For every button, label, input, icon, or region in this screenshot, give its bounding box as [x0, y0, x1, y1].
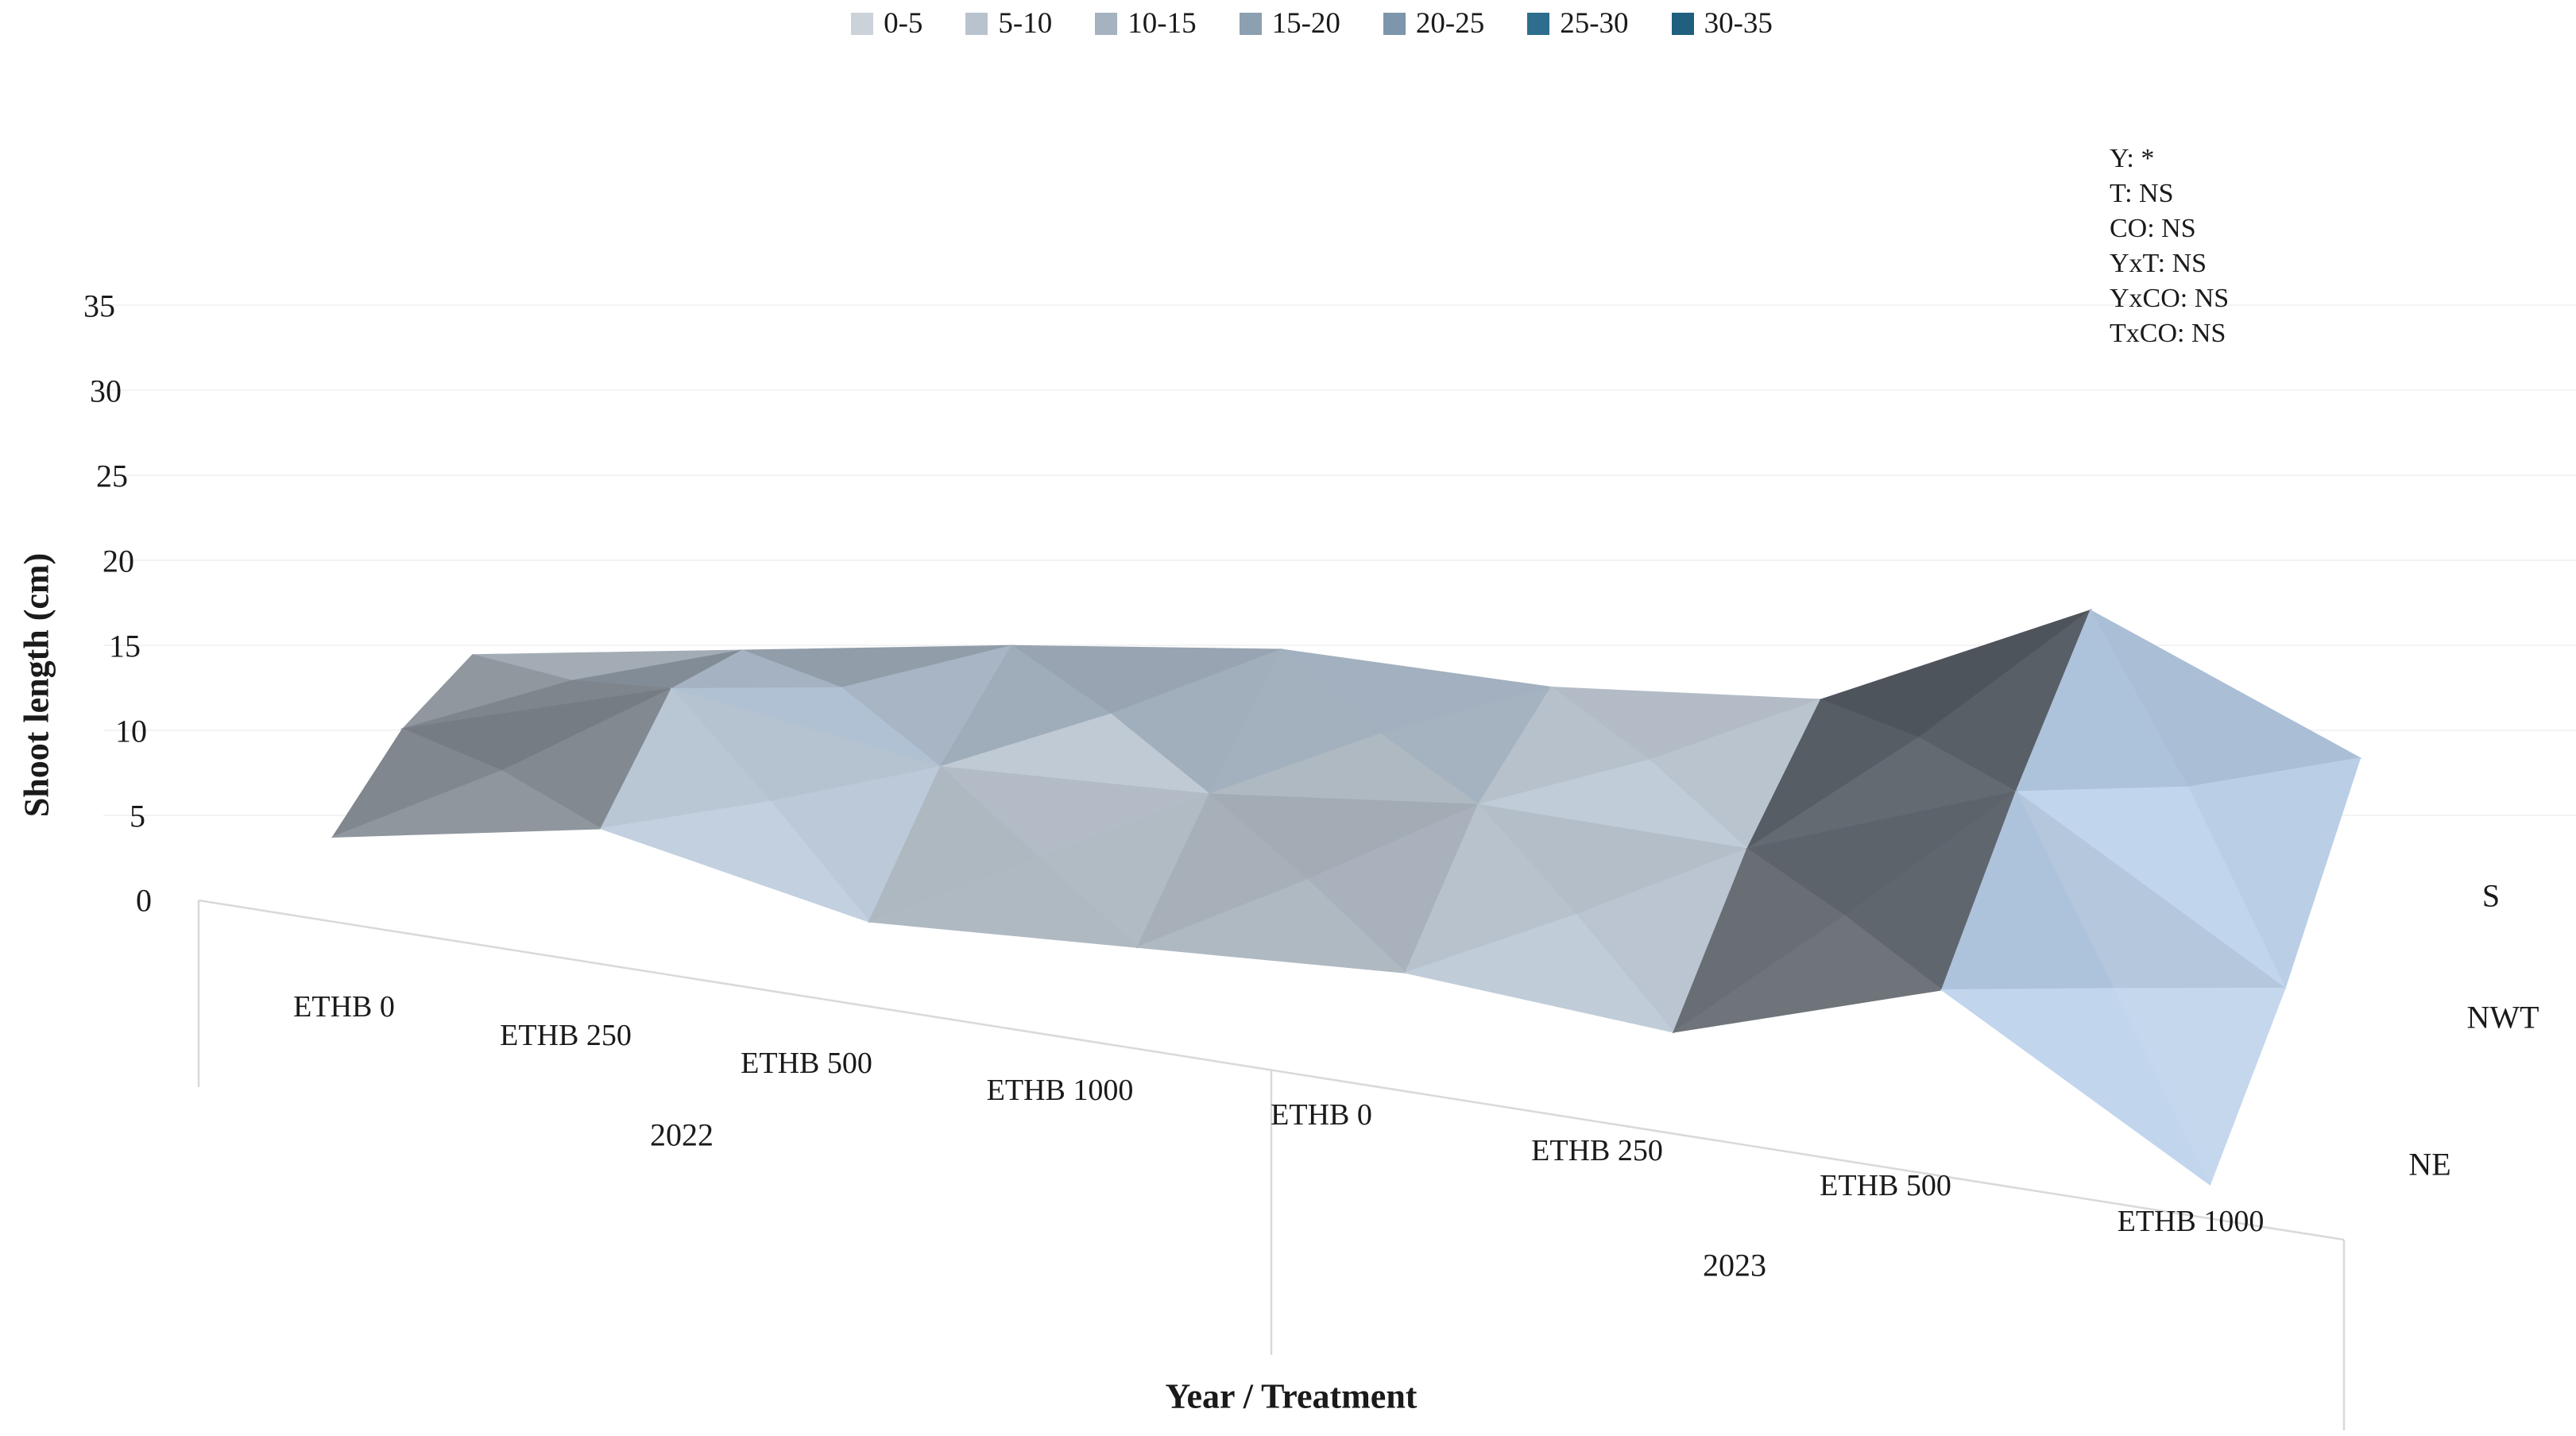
- legend-item-15-20: 15-20: [1239, 6, 1340, 41]
- surface-facet: [601, 800, 872, 923]
- value-axis-tick: 35: [83, 288, 115, 324]
- significance-line: YxT: NS: [2110, 249, 2207, 278]
- surface-facet: [1403, 914, 1676, 1034]
- legend-swatch-icon: [965, 12, 988, 35]
- significance-line: TxCO: NS: [2110, 319, 2226, 348]
- depth-axis-label: NWT: [2466, 999, 2539, 1035]
- legend-swatch-icon: [851, 12, 874, 35]
- significance-line: Y: *: [2110, 144, 2155, 173]
- legend-swatch-icon: [1671, 12, 1694, 35]
- surface-facet: [868, 857, 1139, 948]
- category-label: ETHB 250: [1531, 1134, 1663, 1167]
- legend-item-25-30: 25-30: [1527, 6, 1629, 41]
- value-axis-tick: 20: [102, 543, 134, 579]
- significance-line: YxCO: NS: [2110, 284, 2230, 313]
- legend-label: 10-15: [1127, 7, 1197, 40]
- year-group-label: 2023: [1703, 1247, 1766, 1283]
- surface-facet: [1137, 879, 1407, 974]
- significance-line: T: NS: [2110, 179, 2174, 208]
- legend-item-0-5: 0-5: [851, 6, 922, 41]
- legend-item-20-25: 20-25: [1383, 6, 1484, 41]
- value-axis-tick: 10: [115, 713, 147, 749]
- legend-label: 30-35: [1704, 7, 1773, 40]
- depth-axis-label: NE: [2408, 1146, 2451, 1182]
- category-label: ETHB 1000: [2117, 1205, 2265, 1238]
- legend-swatch-icon: [1527, 12, 1550, 35]
- legend-label: 20-25: [1415, 7, 1485, 40]
- legend-label: 25-30: [1560, 7, 1629, 40]
- legend-label: 5-10: [998, 7, 1053, 40]
- category-label: ETHB 1000: [986, 1074, 1134, 1107]
- legend-label: 15-20: [1271, 7, 1340, 40]
- significance-line: CO: NS: [2110, 214, 2196, 243]
- value-axis-tick: 0: [136, 882, 152, 919]
- value-axis-tick: 15: [109, 628, 141, 664]
- surface-facet: [332, 770, 603, 838]
- surface-mesh: [331, 608, 2362, 1186]
- value-axis-tick: 5: [130, 798, 145, 834]
- legend: 0-5 5-10 10-15 15-20 20-25 25-30 30-35: [0, 6, 2576, 41]
- surface-facet: [1940, 988, 2210, 1186]
- value-axis-tick: 25: [96, 458, 128, 494]
- surface-facet: [1673, 915, 1944, 1033]
- legend-swatch-icon: [1095, 12, 1118, 35]
- year-group-label: 2022: [650, 1117, 714, 1153]
- category-label: ETHB 500: [741, 1047, 872, 1080]
- value-axis-tick: 30: [90, 373, 122, 409]
- axis-frame-lines: [197, 899, 2346, 1430]
- category-label: ETHB 0: [1271, 1098, 1372, 1132]
- category-label: ETHB 0: [293, 990, 395, 1024]
- depth-axis-label: S: [2481, 877, 2501, 914]
- significance-annotation: Y: * T: NS CO: NS YxT: NS YxCO: NS TxCO: NS: [2110, 141, 2229, 351]
- legend-item-5-10: 5-10: [965, 6, 1052, 41]
- category-label: ETHB 500: [1820, 1169, 1951, 1202]
- category-label: ETHB 250: [500, 1019, 632, 1052]
- value-axis-title: Shoot length (cm): [17, 552, 56, 818]
- legend-label: 0-5: [884, 7, 923, 40]
- legend-item-10-15: 10-15: [1095, 6, 1197, 41]
- legend-item-30-35: 30-35: [1671, 6, 1773, 41]
- legend-swatch-icon: [1383, 12, 1406, 35]
- legend-swatch-icon: [1239, 12, 1262, 35]
- category-axis-title: Year / Treatment: [1165, 1376, 1418, 1416]
